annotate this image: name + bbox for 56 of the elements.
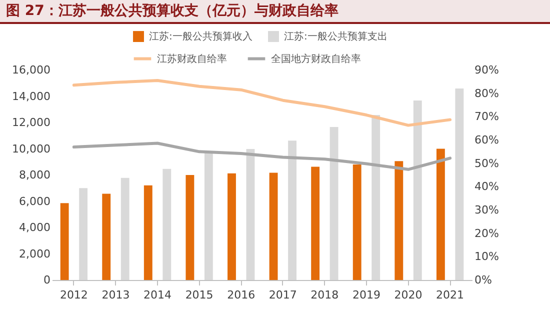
y-tick-label: 2,000 — [19, 247, 50, 260]
y-tick-label: 12,000 — [12, 116, 50, 129]
legend-label: 江苏:一般公共预算收入 — [149, 30, 252, 43]
bar — [372, 115, 380, 280]
line-series — [72, 79, 452, 127]
legend-label: 江苏:一般公共预算支出 — [284, 30, 388, 43]
x-tick-label: 2014 — [144, 288, 172, 302]
y2-tick-label: 30% — [474, 204, 499, 216]
chart-title: 图 27：江苏一般公共预算收支（亿元）与财政自给率 — [0, 0, 550, 24]
bar — [436, 148, 445, 280]
y-tick-label: 10,000 — [12, 142, 50, 156]
y2-tick-label: 60% — [474, 134, 499, 146]
y2-tick-label: 0% — [474, 274, 492, 286]
y2-tick-label: 20% — [474, 226, 499, 240]
y-tick-label: 6,000 — [19, 194, 50, 208]
x-tick-label: 2020 — [394, 288, 422, 302]
y2-tick-label: 50% — [474, 156, 499, 170]
y2-tick-label: 40% — [474, 180, 499, 194]
bar — [455, 88, 464, 280]
y2-tick-label: 90% — [474, 64, 499, 76]
bar — [311, 166, 320, 280]
bar — [288, 140, 296, 280]
y2-tick-label: 80% — [474, 86, 499, 100]
x-tick-label: 2015 — [185, 288, 214, 302]
x-tick-label: 2018 — [310, 288, 339, 302]
x-tick-label: 2016 — [227, 288, 256, 302]
bar — [120, 178, 130, 280]
x-tick-label: 2019 — [352, 288, 380, 302]
bar — [228, 173, 236, 280]
bar — [394, 161, 404, 280]
y-tick-label: 16,000 — [12, 64, 50, 76]
bar — [246, 149, 255, 280]
bar — [269, 172, 278, 280]
bar — [102, 194, 111, 280]
bar — [186, 175, 194, 280]
bar — [204, 151, 213, 280]
bar — [162, 168, 172, 280]
bar — [144, 185, 152, 280]
line-series — [72, 142, 452, 171]
y-tick-label: 0 — [44, 274, 50, 286]
x-tick-label: 2012 — [60, 288, 88, 302]
x-tick-label: 2017 — [268, 288, 297, 302]
y-tick-label: 4,000 — [19, 221, 50, 234]
legend-label: 江苏财政自给率 — [157, 52, 227, 65]
bar — [352, 164, 362, 280]
x-tick-label: 2013 — [102, 288, 130, 302]
bar — [60, 203, 69, 280]
bar — [79, 188, 88, 280]
legend-label: 全国地方财政自给率 — [271, 52, 361, 65]
y2-tick-label: 70% — [474, 110, 499, 124]
bar — [413, 100, 422, 280]
y-tick-label: 14,000 — [12, 90, 50, 103]
x-tick-label: 2021 — [436, 288, 464, 302]
y2-tick-label: 10% — [474, 250, 499, 264]
y-tick-label: 8,000 — [19, 168, 50, 182]
bar — [330, 126, 338, 280]
